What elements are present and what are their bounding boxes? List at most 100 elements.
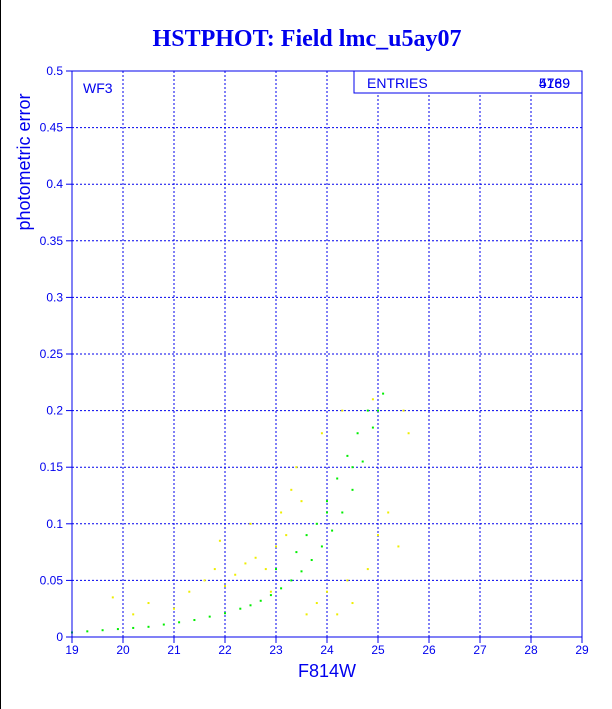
y-tick-label: 0.3 [46,290,63,304]
data-point [275,545,277,548]
data-point [382,392,385,395]
data-point [193,619,196,622]
y-tick-label: 0.15 [40,460,64,474]
data-point [331,529,334,532]
x-tick-label: 19 [65,643,79,657]
data-point [295,551,298,554]
data-point [341,511,344,514]
data-point [173,607,175,610]
data-point [188,590,191,593]
data-point [371,426,374,429]
data-point [366,409,369,412]
y-axis-label: photometric error [14,93,34,230]
data-point [295,466,298,469]
data-point [218,539,221,542]
page-title: HSTPHOT: Field lmc_u5ay07 [152,26,462,52]
data-point [361,460,364,463]
data-point [249,522,252,525]
data-point [213,568,216,571]
data-point [336,613,339,616]
data-point [280,587,283,590]
data-point [249,604,252,607]
data-point [326,511,328,514]
stats-entries-value-1: 5789 [539,75,570,91]
y-tick-label: 0.5 [46,64,63,78]
stats-box: ENTRIES 5789 4169 [353,70,583,94]
data-point [371,398,374,401]
y-tick-label: 0.4 [46,177,63,191]
stats-entries-label: ENTRIES [367,75,428,91]
data-point [224,585,226,588]
data-point [326,590,328,593]
x-tick-label: 21 [167,643,181,657]
data-point [377,409,379,412]
data-point [341,409,344,412]
data-point [387,511,390,514]
data-point [259,599,262,602]
data-point [336,477,339,480]
data-point [377,534,379,537]
x-axis-label: F814W [298,661,356,681]
data-point [320,545,323,548]
data-point [310,559,313,562]
y-tick-label: 0.05 [40,573,64,587]
data-point [86,630,89,633]
wf3-label: WF3 [83,80,113,96]
grid-lines [72,71,582,637]
stats-entries-value-2: 4169 [539,75,570,91]
x-tick-label: 28 [524,643,538,657]
x-tick-label: 27 [473,643,487,657]
data-point [234,573,237,576]
series-1 [111,398,410,616]
x-tick-label: 20 [116,643,130,657]
y-tick-label: 0.2 [46,404,63,418]
data-point [305,613,308,616]
data-point [178,621,181,624]
data-point [162,623,165,626]
data-point [111,596,114,599]
data-point [397,545,400,548]
x-tick-label: 29 [575,643,589,657]
data-point [351,488,354,491]
axis-ticks: 19 20 21 22 23 24 25 26 27 28 29 0 0.05 0.1 0.15 0.2 0.2… [40,64,589,657]
data-point [300,500,303,503]
x-tick-label: 22 [218,643,232,657]
data-point [147,625,150,628]
data-point [290,488,293,491]
data-point [147,602,150,605]
data-point [407,432,410,435]
data-point [244,562,247,565]
x-tick-label: 25 [371,643,385,657]
x-tick-label: 24 [320,643,334,657]
y-tick-label: 0.25 [40,347,64,361]
data-point [315,602,318,605]
data-point [315,522,318,525]
data-point [269,590,272,593]
data-point [356,432,359,435]
data-points [71,392,410,634]
data-point [326,500,328,503]
data-point [366,568,369,571]
data-point [346,454,349,457]
x-tick-label: 26 [422,643,436,657]
data-point [351,466,354,469]
series-0 [71,392,385,634]
stats-box-frame [353,70,583,94]
data-point [300,570,303,573]
data-point [280,511,283,514]
data-point [208,615,211,618]
data-point [224,612,226,615]
data-point [116,628,119,631]
data-point [269,594,272,597]
data-point [275,568,277,571]
data-point [132,626,135,629]
data-point [305,534,308,537]
data-point [320,432,323,435]
data-point [285,534,288,537]
data-point [254,556,257,559]
data-point [346,579,349,582]
data-point [290,579,293,582]
data-point [203,579,206,582]
x-tick-label: 23 [269,643,283,657]
